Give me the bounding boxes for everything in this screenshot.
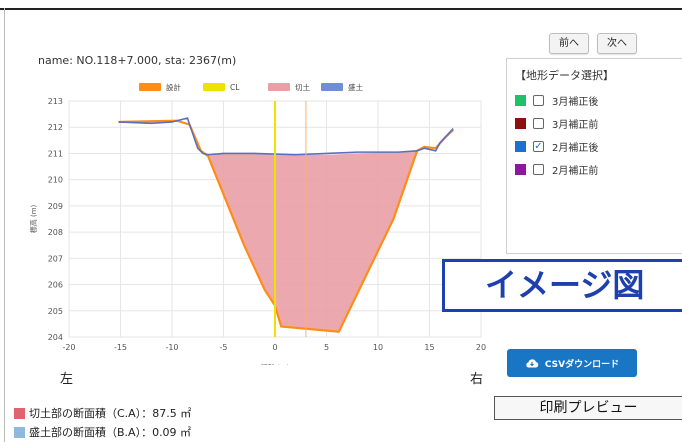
- cut-area-swatch: [14, 408, 25, 419]
- y-tick-label: 206: [48, 281, 63, 290]
- x-tick-label: -5: [220, 343, 228, 352]
- legend-label: CL: [230, 83, 240, 92]
- legend-swatch: [139, 83, 161, 91]
- cut-area-summary: 切土部の断面積（C.A）：87.5 ㎡: [14, 405, 191, 421]
- csv-download-button[interactable]: CSVダウンロード: [507, 349, 637, 377]
- terrain-checkbox[interactable]: ✓: [533, 141, 544, 152]
- terrain-checkbox[interactable]: [533, 164, 544, 175]
- next-button[interactable]: 次へ: [597, 33, 637, 54]
- y-tick-label: 204: [48, 333, 63, 342]
- terrain-panel-title: 【地形データ選択】: [515, 67, 614, 83]
- legend-swatch: [321, 83, 343, 91]
- prev-button[interactable]: 前へ: [549, 33, 589, 54]
- terrain-color-swatch: [515, 164, 526, 175]
- fill-area-summary: 盛土部の断面積（B.A）：0.09 ㎡: [14, 424, 191, 440]
- terrain-color-swatch: [515, 141, 526, 152]
- terrain-item-mar-before[interactable]: 3月補正前: [515, 115, 598, 131]
- x-tick-label: 5: [324, 343, 329, 352]
- terrain-color-swatch: [515, 118, 526, 129]
- x-tick-label: 20: [476, 343, 486, 352]
- x-tick-label: 10: [373, 343, 383, 352]
- terrain-item-mar-after[interactable]: 3月補正後: [515, 92, 598, 108]
- legend-label: 設計: [166, 82, 181, 92]
- left-side-label: 左: [60, 368, 73, 387]
- cut-area-polygon: [208, 151, 417, 332]
- y-axis-title: 標高 (m): [29, 204, 38, 233]
- terrain-data-panel: 【地形データ選択】 3月補正後 3月補正前 ✓ 2月補正後 2月補正前: [506, 58, 682, 254]
- terrain-item-label: 3月補正前: [552, 116, 598, 131]
- fill-area-swatch: [14, 427, 25, 438]
- y-tick-label: 210: [48, 176, 63, 185]
- terrain-item-label: 2月補正前: [552, 162, 598, 177]
- y-tick-label: 205: [48, 307, 63, 316]
- right-side-label: 右: [470, 368, 483, 387]
- x-tick-label: -20: [62, 343, 75, 352]
- x-tick-label: 0: [272, 343, 277, 352]
- terrain-item-label: 2月補正後: [552, 139, 598, 154]
- terrain-checkbox[interactable]: [533, 95, 544, 106]
- terrain-checkbox[interactable]: [533, 118, 544, 129]
- y-tick-label: 208: [48, 228, 63, 237]
- terrain-item-label: 3月補正後: [552, 93, 598, 108]
- x-tick-label: 15: [424, 343, 434, 352]
- image-label-banner: イメージ図: [442, 259, 682, 312]
- y-tick-label: 207: [48, 254, 63, 263]
- ground-line: [118, 118, 453, 155]
- terrain-color-swatch: [515, 95, 526, 106]
- terrain-item-feb-after[interactable]: ✓ 2月補正後: [515, 138, 598, 154]
- fill-area-text: 盛土部の断面積（B.A）：0.09 ㎡: [29, 424, 191, 440]
- y-tick-label: 211: [48, 149, 63, 158]
- terrain-item-feb-before[interactable]: 2月補正前: [515, 161, 598, 177]
- legend-label: 切土: [295, 82, 310, 92]
- x-axis-title: 距離 (m): [261, 363, 290, 365]
- legend-swatch: [203, 83, 225, 91]
- cut-area-text: 切土部の断面積（C.A）：87.5 ㎡: [29, 405, 191, 421]
- y-tick-label: 209: [48, 202, 63, 211]
- x-tick-label: -10: [165, 343, 178, 352]
- cloud-download-icon: [525, 358, 539, 368]
- legend-label: 盛土: [348, 82, 363, 92]
- csv-download-label: CSVダウンロード: [545, 357, 619, 370]
- legend-swatch: [268, 83, 290, 91]
- y-tick-label: 213: [48, 97, 63, 106]
- x-tick-label: -15: [114, 343, 127, 352]
- y-tick-label: 212: [48, 123, 63, 132]
- print-preview-button[interactable]: 印刷プレビュー: [494, 396, 682, 420]
